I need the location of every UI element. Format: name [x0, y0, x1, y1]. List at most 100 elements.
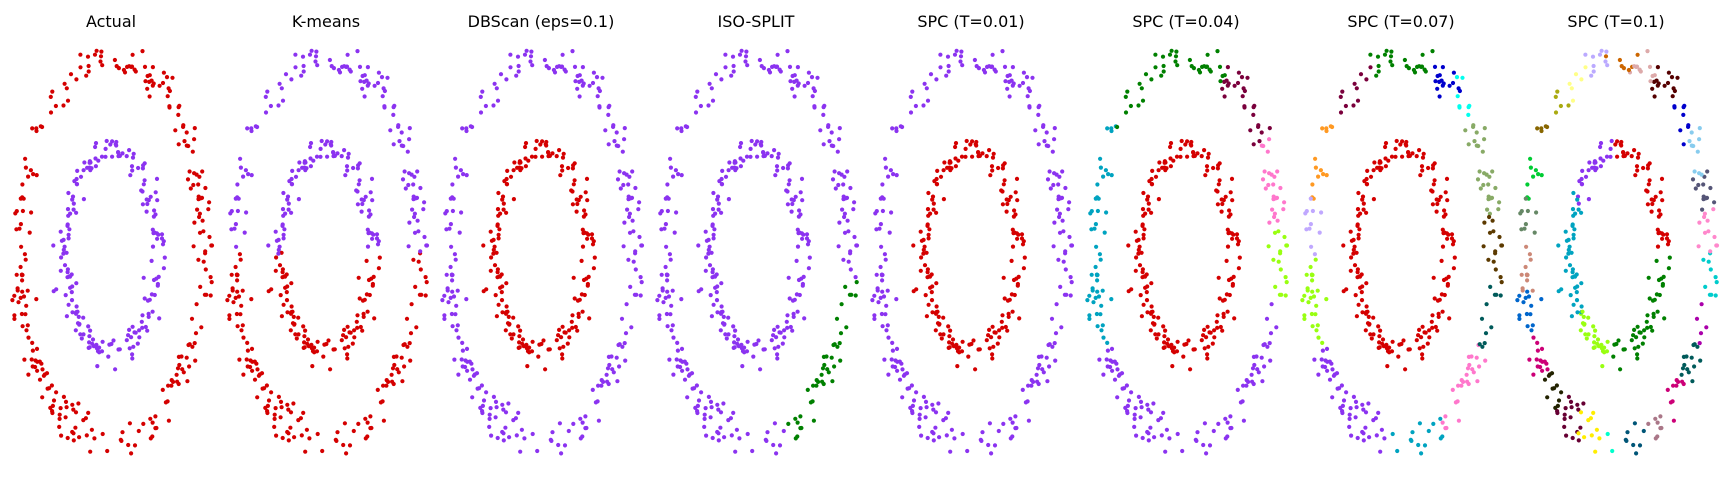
scatter-point	[358, 79, 363, 84]
scatter-point	[1140, 270, 1145, 275]
scatter-point	[274, 255, 279, 260]
scatter-point	[679, 346, 685, 351]
scatter-point	[413, 196, 418, 201]
scatter-point	[192, 220, 197, 225]
scatter-point	[381, 86, 386, 91]
scatter-point	[1576, 438, 1581, 443]
scatter-point	[498, 211, 503, 216]
scatter-point	[103, 154, 108, 159]
scatter-point	[944, 73, 949, 78]
scatter-point	[852, 200, 857, 205]
scatter-point	[142, 178, 147, 183]
scatter-point	[1187, 57, 1192, 63]
scatter-point	[1225, 65, 1230, 70]
scatter-point	[953, 141, 959, 146]
scatter-point	[1145, 197, 1150, 202]
scatter-point	[772, 346, 777, 351]
scatter-point	[76, 314, 81, 319]
scatter-point	[1390, 339, 1395, 344]
scatter-point	[234, 272, 239, 277]
scatter-point	[951, 344, 956, 349]
scatter-point	[710, 270, 715, 275]
scatter-point	[942, 160, 947, 165]
scatter-point	[732, 334, 737, 339]
scatter-point	[1348, 406, 1353, 411]
scatter-point	[75, 168, 80, 173]
scatter-point	[74, 304, 79, 309]
scatter-point	[1051, 244, 1056, 249]
scatter-point	[86, 410, 91, 415]
scatter-point	[702, 424, 707, 429]
scatter-point	[1613, 142, 1618, 147]
scatter-point	[1259, 130, 1264, 135]
scatter-point	[184, 130, 189, 135]
scatter-point	[39, 361, 44, 366]
scatter-point	[1573, 72, 1579, 77]
scatter-point	[1379, 427, 1384, 432]
scatter-point	[623, 358, 628, 363]
scatter-point	[1416, 442, 1421, 448]
scatter-point	[1714, 280, 1719, 285]
scatter-point	[988, 173, 993, 178]
scatter-point	[793, 436, 798, 441]
scatter-point	[493, 415, 498, 420]
scatter-point	[745, 63, 750, 68]
scatter-point	[241, 372, 246, 377]
scatter-point	[280, 98, 286, 103]
scatter-point	[73, 410, 79, 415]
scatter-point	[794, 78, 799, 83]
scatter-point	[34, 173, 39, 178]
scatter-point	[995, 341, 1000, 346]
scatter-point	[1014, 425, 1019, 431]
scatter-point	[131, 151, 136, 156]
scatter-point	[698, 103, 704, 109]
scatter-point	[774, 451, 779, 456]
scatter-point	[1442, 208, 1447, 213]
scatter-point	[1347, 416, 1352, 421]
scatter-point	[1645, 166, 1650, 171]
scatter-point	[1441, 214, 1446, 219]
scatter-point	[1359, 298, 1365, 303]
scatter-point	[1257, 139, 1262, 144]
scatter-point	[288, 410, 294, 415]
scatter-point	[1094, 311, 1099, 317]
scatter-point	[290, 168, 295, 173]
scatter-point	[1579, 281, 1584, 286]
scatter-point	[880, 289, 885, 294]
scatter-point	[820, 366, 826, 371]
scatter-point	[1598, 144, 1603, 150]
scatter-point	[1566, 394, 1571, 399]
scatter-point	[497, 274, 503, 279]
scatter-point	[960, 63, 965, 68]
scatter-point	[1539, 346, 1545, 351]
scatter-point	[415, 218, 420, 223]
scatter-point	[448, 222, 453, 227]
scatter-point	[350, 341, 355, 346]
scatter-point	[1655, 420, 1660, 425]
scatter-point	[1414, 338, 1419, 343]
scatter-point	[1023, 400, 1028, 405]
scatter-point	[765, 430, 770, 435]
scatter-point	[268, 103, 273, 109]
scatter-point	[1598, 164, 1603, 169]
scatter-point	[529, 349, 535, 354]
scatter-point	[1410, 151, 1415, 156]
scatter-point	[610, 367, 615, 372]
scatter-point	[1008, 194, 1013, 199]
scatter-point	[872, 293, 877, 298]
scatter-point	[360, 328, 365, 333]
scatter-point	[1024, 75, 1030, 80]
scatter-point	[471, 373, 476, 378]
scatter-point	[384, 378, 389, 383]
scatter-point	[730, 54, 736, 59]
scatter-point	[89, 427, 94, 432]
scatter-point	[1057, 230, 1063, 235]
scatter-point	[931, 207, 936, 212]
scatter-point	[1101, 372, 1106, 377]
scatter-point	[66, 232, 71, 237]
scatter-point	[57, 412, 62, 417]
scatter-point	[405, 149, 410, 154]
scatter-point	[959, 49, 964, 54]
scatter-point	[1202, 421, 1207, 426]
